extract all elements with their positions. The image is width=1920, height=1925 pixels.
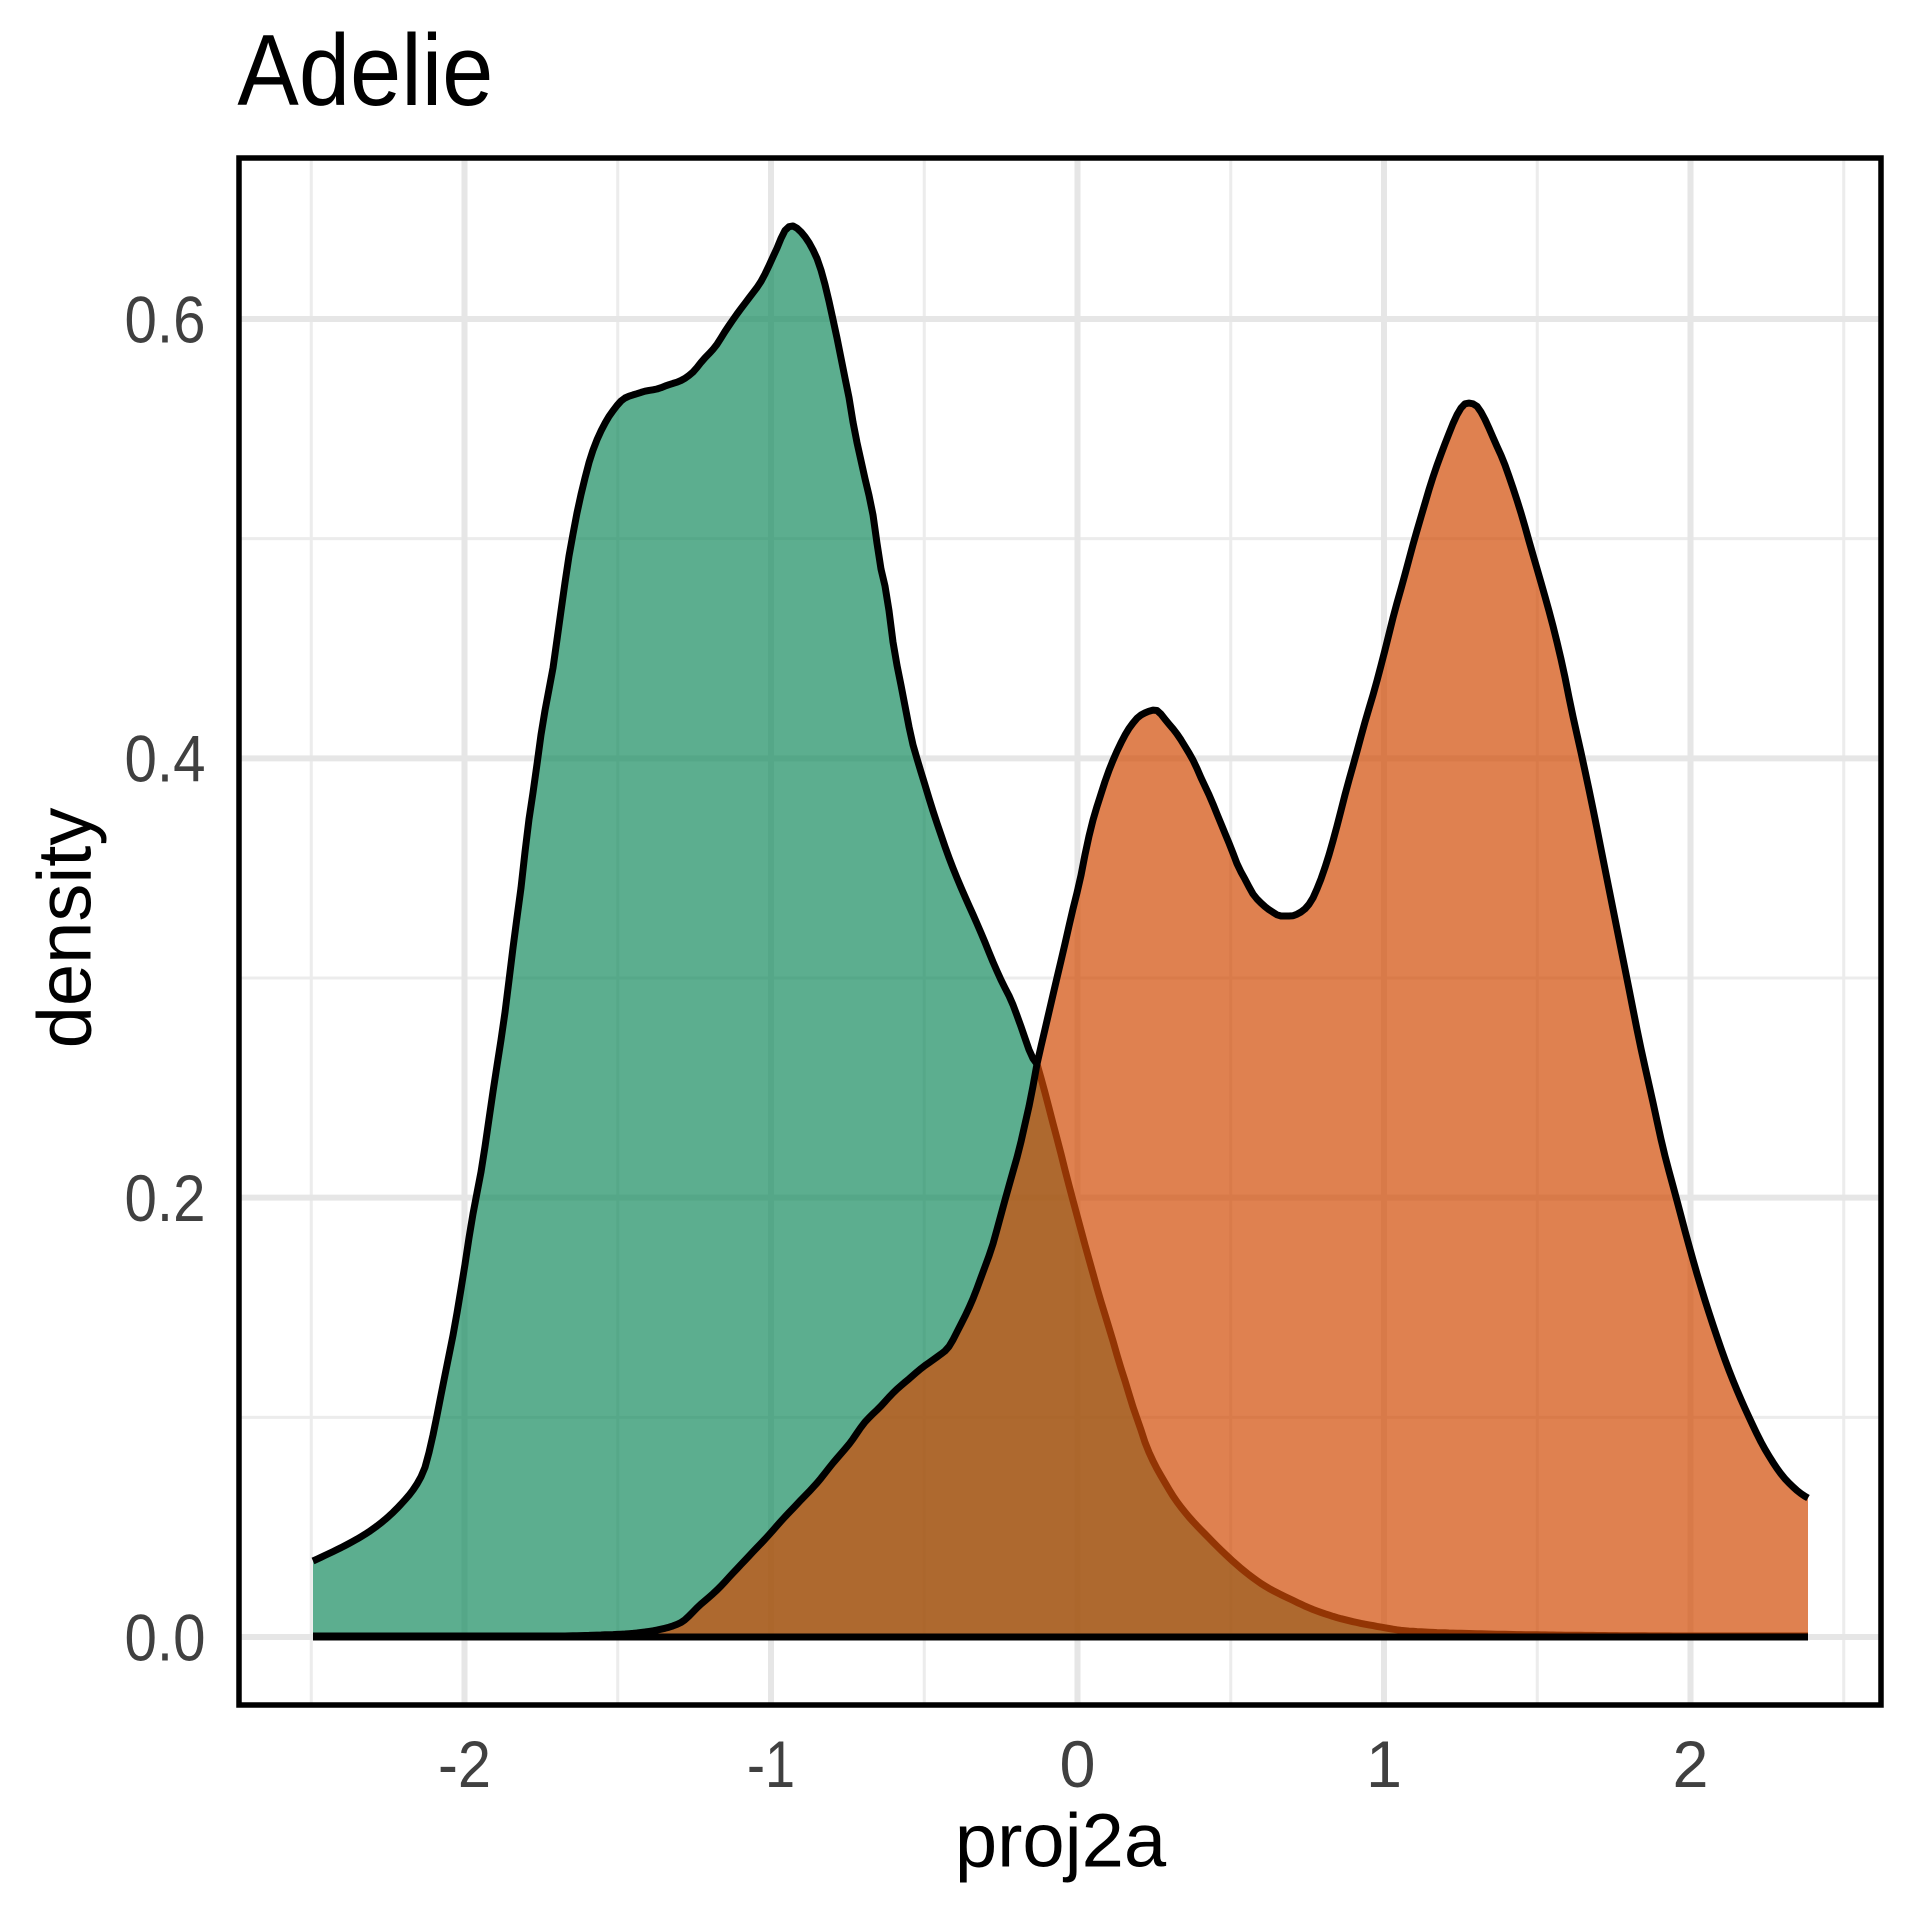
svg-text:0.6: 0.6: [125, 282, 206, 356]
svg-text:density: density: [23, 808, 108, 1049]
svg-text:0.2: 0.2: [125, 1161, 206, 1235]
svg-text:1: 1: [1366, 1727, 1402, 1801]
svg-text:-1: -1: [747, 1727, 795, 1801]
svg-text:0: 0: [1060, 1727, 1096, 1801]
svg-text:-2: -2: [438, 1727, 491, 1801]
svg-text:0.4: 0.4: [125, 722, 206, 796]
svg-text:0.0: 0.0: [125, 1600, 206, 1674]
svg-text:proj2a: proj2a: [955, 1799, 1167, 1884]
svg-text:2: 2: [1673, 1727, 1709, 1801]
svg-text:Adelie: Adelie: [237, 14, 493, 127]
